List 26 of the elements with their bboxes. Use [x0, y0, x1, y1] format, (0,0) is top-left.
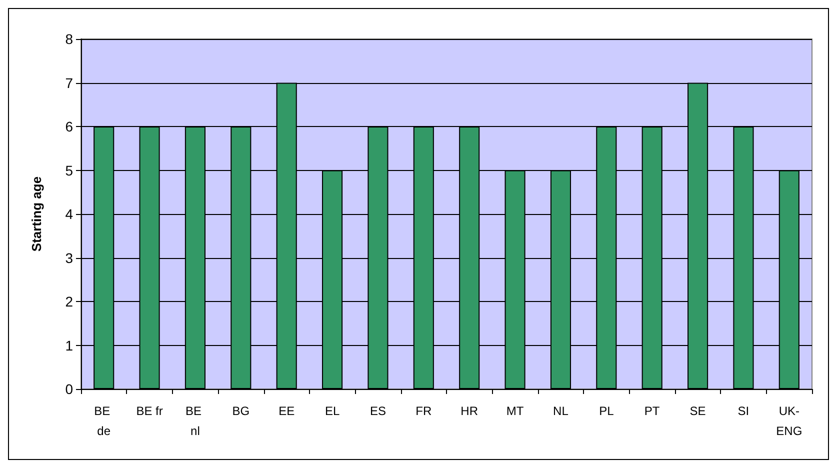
y-tick-label: 0 [65, 381, 74, 397]
x-tick-label: BG [232, 404, 250, 418]
y-tick-label: 6 [65, 118, 74, 134]
x-tick-label: PL [599, 404, 614, 418]
y-tick-label: 4 [65, 206, 74, 222]
y-tick-label: 2 [65, 294, 74, 310]
x-tick-label: BE nl [186, 404, 205, 438]
x-tick-label: NL [553, 404, 569, 418]
x-tick-label: PT [644, 404, 660, 418]
x-tick-label: SI [738, 404, 750, 418]
x-tick-label: ES [370, 404, 386, 418]
x-tick-label: EL [324, 404, 340, 418]
x-tick-label: HR [460, 404, 478, 418]
y-tick-label: 7 [65, 74, 74, 91]
y-tick-label: 8 [65, 31, 74, 47]
y-axis-title: Starting age [29, 176, 44, 252]
x-tick-label: MT [506, 404, 524, 418]
x-tick-label: SE [690, 404, 706, 418]
x-tick-label: UK-ENG [776, 404, 802, 438]
y-tick-label: 5 [65, 162, 74, 178]
y-tick-label: 3 [65, 250, 74, 266]
x-tick-label: FR [416, 404, 432, 418]
x-tick-label: EE [278, 404, 295, 418]
x-tick-label: BE fr [136, 404, 163, 418]
y-tick-label: 1 [65, 337, 74, 354]
x-tick-label: BE de [94, 404, 114, 438]
